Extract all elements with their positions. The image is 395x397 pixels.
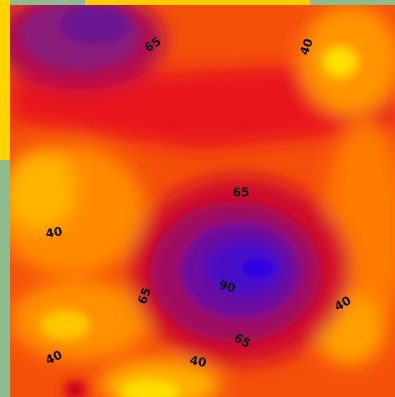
page: {"chart_data": {"type": "contour", "cont… bbox=[0, 0, 395, 397]
contour-chart: 65406540659040654040 bbox=[0, 0, 395, 397]
contour-label: 40 bbox=[44, 224, 63, 241]
contour-label: 65 bbox=[233, 186, 250, 200]
contour-field bbox=[0, 0, 395, 397]
frame-patch bbox=[85, 0, 310, 5]
contour-label: 40 bbox=[189, 353, 208, 370]
frame-patch bbox=[0, 0, 10, 160]
